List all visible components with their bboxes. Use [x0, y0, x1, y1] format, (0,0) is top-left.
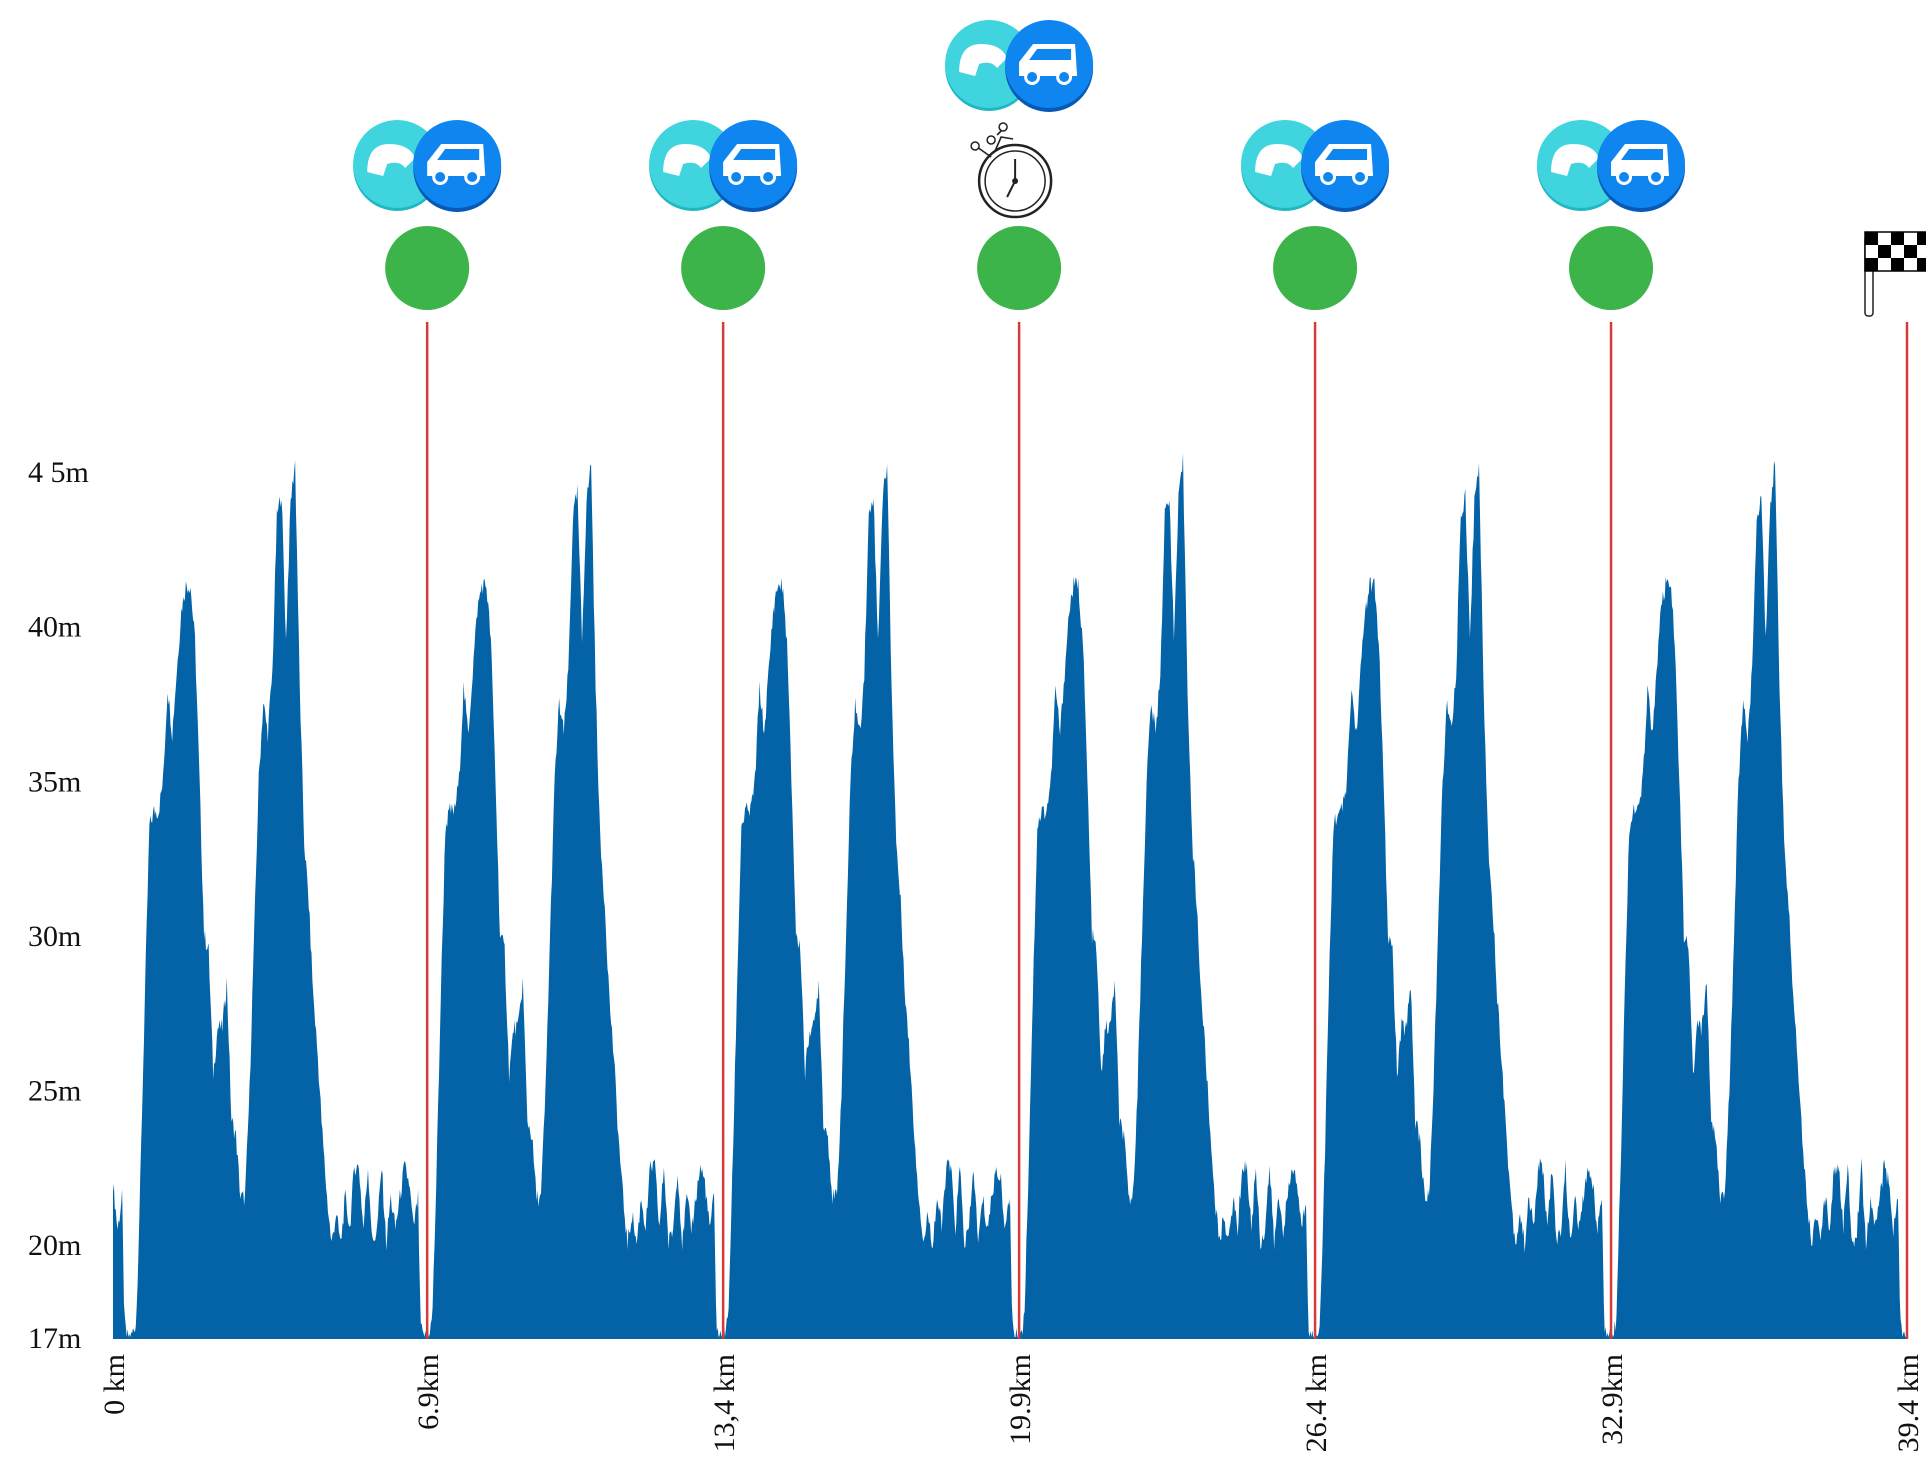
y-tick-label: 4 5m [28, 456, 89, 489]
finish-flag-icon-cell [1917, 258, 1926, 271]
feed-zone-icon-glyph [959, 44, 1008, 76]
feed-zone-icon-glyph [367, 144, 416, 176]
y-tick-label: 40m [28, 611, 81, 644]
finish-flag-icon-cell [1878, 232, 1891, 245]
x-tick-label: 19.9km [1004, 1354, 1037, 1445]
team-car-icon-wheel [728, 169, 745, 185]
team-car-icon-wheel [1320, 169, 1337, 185]
team-car-icon [709, 120, 798, 212]
checkpoint-dot [681, 226, 766, 310]
team-car-icon [1005, 20, 1094, 112]
finish-flag-icon-cell [1917, 232, 1926, 245]
finish-flag-icon [1864, 231, 1926, 317]
finish-flag-icon-cell [1865, 258, 1878, 271]
team-car-icon-window [1325, 149, 1368, 160]
x-tick-label: 39.4 km [1892, 1354, 1925, 1452]
checkpoint-markers [353, 20, 1926, 1339]
y-tick-label: 35m [28, 765, 81, 798]
team-car-icon-wheel [432, 169, 449, 185]
team-car-icon-wheel [1616, 169, 1633, 185]
finish-flag-icon-cell [1904, 245, 1917, 258]
team-car-icon-window [1621, 149, 1664, 160]
x-tick-label: 6.9km [412, 1354, 445, 1430]
y-tick-label: 30m [28, 920, 81, 953]
finish-flag-icon-border [1864, 231, 1926, 272]
finish-flag-icon-cell [1891, 232, 1904, 245]
finish-flag-icon-cell [1878, 258, 1891, 271]
finish-flag-icon-cell [1891, 258, 1904, 271]
team-car-icon-wheel [1024, 69, 1041, 85]
checkpoint-marker [1537, 120, 1686, 1339]
finish-flag-icon-cell [1904, 258, 1917, 271]
x-tick-label: 0 km [98, 1354, 131, 1415]
feed-zone-icon-glyph [1255, 144, 1304, 176]
y-axis-ticks: 4 5m 40m 35m 30m 25m 20m 17m [28, 456, 89, 1355]
stopwatch-icon-knob [970, 141, 980, 151]
elevation-area-path [113, 452, 1907, 1340]
checkpoint-marker [353, 120, 502, 1339]
checkpoint-marker [1864, 231, 1926, 1339]
team-car-icon-wheel [464, 169, 481, 185]
stopwatch-icon-knob [986, 135, 996, 145]
finish-flag-icon-cell [1865, 232, 1878, 245]
team-car-icon-wheel [760, 169, 777, 185]
elevation-area [113, 452, 1907, 1340]
stopwatch-icon-pin [1012, 178, 1019, 184]
y-tick-label: 17m [28, 1322, 81, 1355]
team-car-icon-window [1029, 49, 1072, 60]
finish-flag-icon-cell [1865, 245, 1878, 258]
team-car-icon-wheel [1648, 169, 1665, 185]
checkpoint-marker [649, 120, 798, 1339]
checkpoint-dot [1273, 226, 1358, 310]
x-tick-label: 26.4 km [1300, 1354, 1333, 1452]
checkpoint-dot [385, 226, 470, 310]
feed-zone-icon-glyph [663, 144, 712, 176]
y-tick-label: 20m [28, 1229, 81, 1262]
team-car-icon [1301, 120, 1390, 212]
checkpoint-marker [945, 20, 1094, 1339]
checkpoint-marker [1241, 120, 1390, 1339]
feed-zone-icon-glyph [1551, 144, 1600, 176]
team-car-icon-wheel [1352, 169, 1369, 185]
finish-flag-icon-cell [1891, 245, 1904, 258]
team-car-icon [413, 120, 502, 212]
team-car-icon-window [437, 149, 480, 160]
finish-flag-icon-cell [1917, 245, 1926, 258]
stopwatch-icon-knob [998, 122, 1008, 132]
stopwatch-icon [970, 122, 1053, 219]
checkpoint-dot [1569, 226, 1654, 310]
team-car-icon-wheel [1056, 69, 1073, 85]
team-car-icon [1597, 120, 1686, 212]
finish-flag-icon-cell [1904, 232, 1917, 245]
x-tick-label: 13,4 km [708, 1354, 741, 1452]
y-tick-label: 25m [28, 1075, 81, 1108]
x-tick-label: 32.9km [1596, 1354, 1629, 1445]
team-car-icon-window [733, 149, 776, 160]
finish-flag-icon-cell [1878, 245, 1891, 258]
checkpoint-dot [977, 226, 1062, 310]
x-axis-ticks: 0 km 6.9km 13,4 km 19.9km 26.4 km 32.9km 39.4 … [98, 1354, 1925, 1452]
stopwatch-icon-inner [984, 150, 1046, 212]
